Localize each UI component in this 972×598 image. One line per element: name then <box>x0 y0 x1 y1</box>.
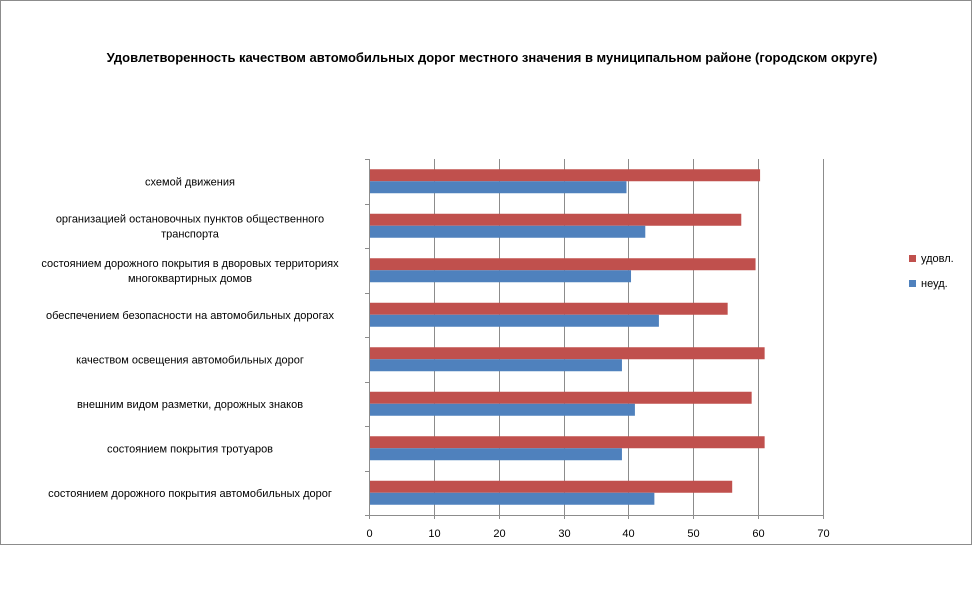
bar-udovl-3 <box>369 302 728 315</box>
bars <box>369 169 765 505</box>
category-label-7: состоянием дорожного покрытия автомобиль… <box>48 488 332 500</box>
bar-udovl-7 <box>369 480 733 493</box>
bar-udovl-4 <box>369 347 765 360</box>
bar-udovl-0 <box>369 169 761 182</box>
legend-swatch-neud <box>909 280 916 287</box>
x-tick-label-10: 10 <box>428 528 440 540</box>
bar-neud-1 <box>369 225 646 238</box>
x-tick-label-50: 50 <box>687 528 699 540</box>
category-label-1: организацией остановочных пунктов общест… <box>56 213 324 240</box>
bar-neud-5 <box>369 403 635 416</box>
category-label-6: состоянием покрытия тротуаров <box>107 443 273 455</box>
legend-label-udovl: удовл. <box>921 253 954 265</box>
legend-label-neud: неуд. <box>921 278 948 290</box>
category-labels: схемой движения организацией остановочных… <box>41 176 339 500</box>
x-tick-label-40: 40 <box>622 528 634 540</box>
grid-lines <box>434 159 824 515</box>
bar-udovl-1 <box>369 213 742 226</box>
category-label-2: состоянием дорожного покрытия в дворовых… <box>41 258 339 285</box>
bar-udovl-6 <box>369 436 765 449</box>
chart-title: Удовлетворенность качеством автомобильны… <box>106 50 878 65</box>
bar-udovl-2 <box>369 258 756 271</box>
x-tick-label-30: 30 <box>558 528 570 540</box>
category-label-4: качеством освещения автомобильных дорог <box>76 354 304 366</box>
bar-neud-7 <box>369 492 655 505</box>
x-tick-label-70: 70 <box>817 528 829 540</box>
x-tick-label-20: 20 <box>493 528 505 540</box>
x-tick-label-0: 0 <box>366 528 372 540</box>
bar-neud-4 <box>369 359 622 372</box>
category-label-3: обеспечением безопасности на автомобильн… <box>46 310 334 322</box>
category-label-0: схемой движения <box>145 176 235 188</box>
axes <box>365 159 824 519</box>
bar-neud-6 <box>369 448 622 461</box>
bar-neud-0 <box>369 181 627 194</box>
legend-swatch-udovl <box>909 255 916 262</box>
legend[interactable]: удовл. неуд. <box>909 253 954 290</box>
bar-udovl-5 <box>369 391 752 404</box>
bar-neud-3 <box>369 314 659 327</box>
x-tick-label-60: 60 <box>752 528 764 540</box>
category-label-5: внешним видом разметки, дорожных знаков <box>77 399 303 411</box>
bar-neud-2 <box>369 270 632 283</box>
x-tick-labels: 0 10 20 30 40 50 60 70 <box>366 528 829 540</box>
